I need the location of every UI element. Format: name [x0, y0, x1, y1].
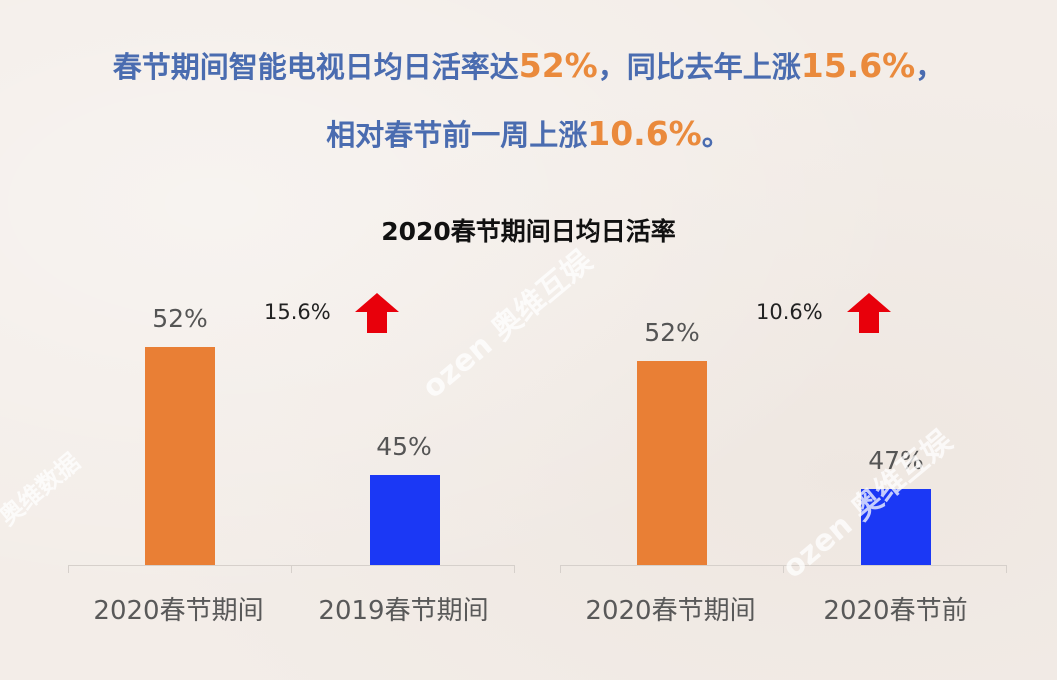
bar-2020-spring-festival: [637, 361, 707, 565]
axis-tick: [1006, 565, 1007, 573]
x-axis-label: 2019春节期间: [318, 596, 489, 626]
bar-value-label: 45%: [376, 432, 432, 461]
headline-line-1: 春节期间智能电视日均日活率达52%，同比去年上涨15.6%，: [0, 44, 1057, 86]
headline-text: 。: [701, 118, 731, 152]
delta-label: 10.6%: [756, 300, 823, 324]
bar-chart-yoy: 52% 45% 15.6% 2020春节期间 2019春节期间: [66, 280, 516, 640]
bar-2020-pre-spring-festival: [861, 489, 931, 565]
up-arrow-icon: [355, 293, 399, 333]
bar-2020-spring-festival: [145, 347, 215, 565]
x-axis-label: 2020春节前: [823, 596, 968, 626]
x-axis-label: 2020春节期间: [585, 596, 756, 626]
headline-highlight-wow-growth: 10.6%: [587, 114, 702, 153]
headline-text: ，同比去年上涨: [597, 50, 801, 84]
axis-tick: [560, 565, 561, 573]
axis-tick: [783, 565, 784, 573]
bar-2019-spring-festival: [370, 475, 440, 565]
headline-text: 春节期间智能电视日均日活率达: [112, 50, 519, 84]
bar-value-label: 52%: [644, 318, 700, 347]
bar-value-label: 52%: [152, 304, 208, 333]
x-axis-label: 2020春节期间: [93, 596, 264, 626]
axis-tick: [514, 565, 515, 573]
headline-text: 相对春节前一周上涨: [326, 118, 588, 152]
axis-tick: [291, 565, 292, 573]
delta-label: 15.6%: [264, 300, 331, 324]
headline-highlight-yoy-growth: 15.6%: [800, 46, 916, 85]
headline-text: ，: [915, 50, 945, 84]
headline-highlight-daily-active-rate: 52%: [518, 46, 598, 85]
headline-line-2: 相对春节前一周上涨10.6%。: [0, 112, 1057, 154]
chart-title: 2020春节期间日均日活率: [381, 217, 676, 246]
bar-chart-wow: 52% 47% 10.6% 2020春节期间 2020春节前: [558, 280, 1008, 640]
bar-value-label: 47%: [868, 446, 924, 475]
up-arrow-icon: [847, 293, 891, 333]
axis-tick: [68, 565, 69, 573]
